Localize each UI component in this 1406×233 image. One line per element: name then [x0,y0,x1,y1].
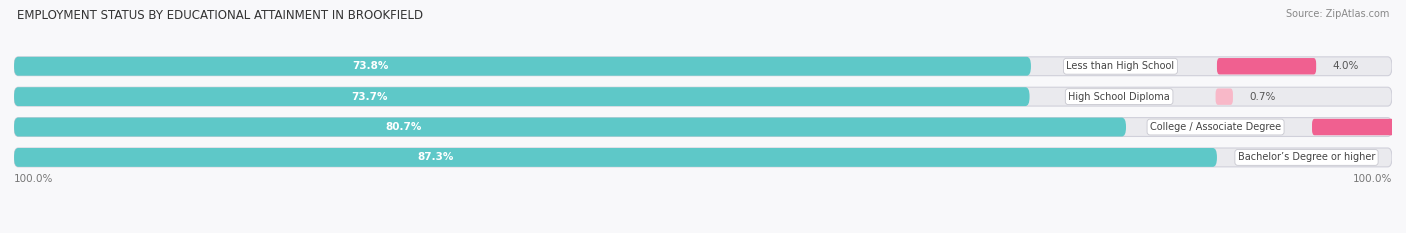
FancyBboxPatch shape [14,148,1392,167]
Text: Less than High School: Less than High School [1066,61,1174,71]
FancyBboxPatch shape [14,57,1031,76]
FancyBboxPatch shape [14,148,1218,167]
Text: Bachelor’s Degree or higher: Bachelor’s Degree or higher [1237,152,1375,162]
Text: 73.7%: 73.7% [352,92,388,102]
Text: 4.0%: 4.0% [1333,61,1360,71]
FancyBboxPatch shape [1216,89,1233,105]
FancyBboxPatch shape [14,87,1392,106]
FancyBboxPatch shape [1312,119,1406,135]
Text: 73.8%: 73.8% [352,61,388,71]
FancyBboxPatch shape [14,57,1392,76]
Text: Source: ZipAtlas.com: Source: ZipAtlas.com [1285,9,1389,19]
FancyBboxPatch shape [1218,58,1316,75]
FancyBboxPatch shape [14,118,1392,137]
Text: 100.0%: 100.0% [1353,174,1392,184]
FancyBboxPatch shape [14,87,1029,106]
Text: 0.7%: 0.7% [1250,92,1275,102]
Text: 80.7%: 80.7% [385,122,422,132]
FancyBboxPatch shape [1403,149,1406,166]
Text: 87.3%: 87.3% [418,152,453,162]
FancyBboxPatch shape [14,118,1126,137]
Text: 100.0%: 100.0% [14,174,53,184]
Text: College / Associate Degree: College / Associate Degree [1150,122,1281,132]
Text: High School Diploma: High School Diploma [1069,92,1170,102]
Text: EMPLOYMENT STATUS BY EDUCATIONAL ATTAINMENT IN BROOKFIELD: EMPLOYMENT STATUS BY EDUCATIONAL ATTAINM… [17,9,423,22]
